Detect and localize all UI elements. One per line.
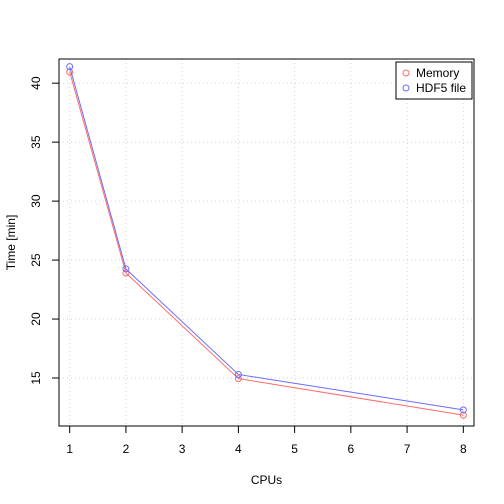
x-tick-label: 4 <box>235 442 242 456</box>
data-point <box>66 68 74 76</box>
data-point <box>122 265 130 273</box>
y-tick-label: 35 <box>29 135 43 149</box>
data-point <box>234 370 242 378</box>
data-series <box>66 63 467 419</box>
plot-frame <box>58 58 475 427</box>
grid-lines <box>59 59 474 426</box>
legend-marker <box>402 84 410 92</box>
legend-label: HDF5 file <box>416 81 466 95</box>
data-point <box>459 411 467 419</box>
legend-box <box>395 61 473 100</box>
x-tick-label: 1 <box>66 442 73 456</box>
x-axis-title: CPUs <box>251 473 282 487</box>
x-tick-label: 6 <box>348 442 355 456</box>
y-tick-label: 20 <box>29 312 43 326</box>
x-tick-label: 5 <box>291 442 298 456</box>
series-line <box>69 66 464 411</box>
y-axis-title: Time [min] <box>4 215 18 271</box>
y-tick-label: 15 <box>29 371 43 385</box>
x-tick-label: 2 <box>123 442 130 456</box>
legend-marker <box>402 69 410 77</box>
data-point <box>122 269 130 277</box>
series-line <box>69 71 464 416</box>
data-point <box>234 375 242 383</box>
x-tick-label: 3 <box>179 442 186 456</box>
data-point <box>66 63 74 71</box>
x-tick-label: 7 <box>404 442 411 456</box>
y-tick-label: 30 <box>29 194 43 208</box>
axes: 1 2 3 4 5 6 7 8 15 20 25 30 35 40 <box>29 76 467 456</box>
data-point <box>459 406 467 414</box>
x-tick-label: 8 <box>460 442 467 456</box>
y-tick-label: 40 <box>29 76 43 90</box>
y-tick-label: 25 <box>29 253 43 267</box>
legend-label: Memory <box>416 66 459 80</box>
